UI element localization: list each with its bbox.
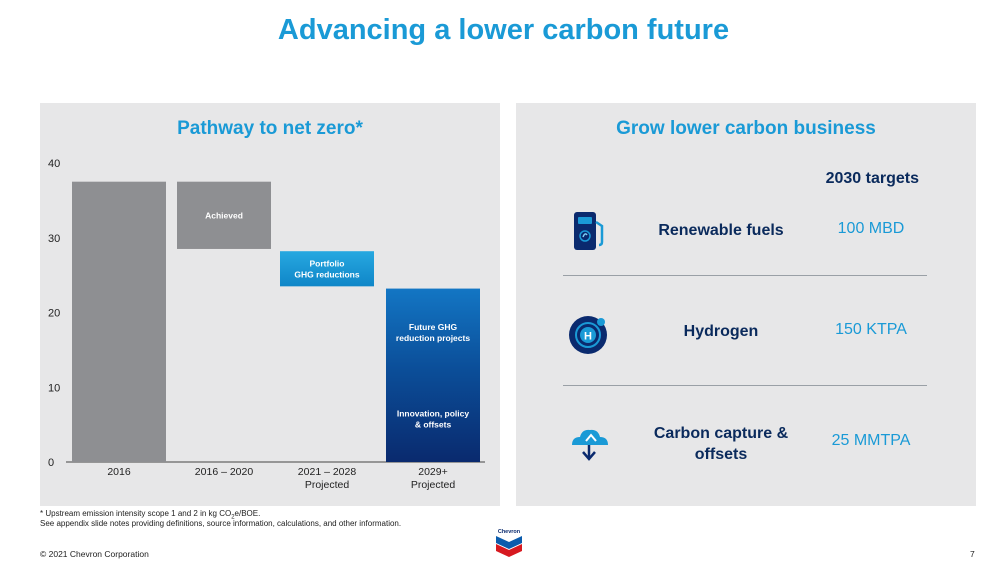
- svg-text:H: H: [584, 331, 592, 343]
- x-category-label: 2016: [107, 466, 131, 478]
- footnote-2: See appendix slide notes providing defin…: [40, 519, 402, 528]
- x-category-label: Projected: [305, 479, 350, 491]
- x-category-label: Projected: [411, 479, 456, 491]
- y-tick-label: 20: [48, 308, 60, 320]
- divider: [563, 275, 927, 276]
- bar-segment: [72, 181, 166, 462]
- bar-segment-label: GHG reductions: [294, 269, 359, 279]
- row-value-renewable-fuels: 100 MBD: [837, 220, 905, 237]
- targets-header: 2030 targets: [825, 170, 919, 187]
- y-tick-label: 10: [48, 382, 60, 394]
- bar-segment-label: Portfolio: [310, 258, 345, 268]
- row-name-carbon-capture: Carbon capture & offsets: [636, 423, 806, 465]
- lower-carbon-title: Grow lower carbon business: [616, 118, 876, 139]
- row-name-hydrogen: Hydrogen: [683, 323, 759, 340]
- bar-segment-label: Innovation, policy: [397, 409, 470, 419]
- footnote-1-sub: 2: [231, 514, 235, 521]
- bar-segment-label: & offsets: [415, 420, 452, 430]
- chevron-logo: Chevron: [492, 527, 526, 564]
- pathway-chart: 0 10 20 30 40 2016 Achieved 2016 – 2020 Portfoli…: [48, 158, 485, 491]
- footnote-1: * Upstream emission intensity scope 1 an…: [40, 509, 260, 521]
- bar-segment-label: reduction projects: [396, 333, 470, 343]
- x-category-label: 2021 – 2028: [298, 466, 357, 478]
- y-tick-label: 0: [48, 457, 54, 469]
- footnote-1-prefix: * Upstream emission intensity scope 1 an…: [40, 509, 232, 518]
- hydrogen-icon: H: [566, 311, 612, 357]
- lower-carbon-panel: Grow lower carbon business 2030 targets …: [516, 103, 976, 506]
- target-row-renewable-fuels: Renewable fuels 100 MBD: [516, 190, 976, 270]
- logo-text: Chevron: [498, 529, 521, 535]
- copyright: © 2021 Chevron Corporation: [40, 549, 149, 559]
- bar-segment: [177, 181, 271, 249]
- target-row-carbon-capture: Carbon capture & offsets 25 MMTPA: [516, 401, 976, 481]
- row-name-line: offsets: [694, 446, 748, 463]
- footnote-1-suffix: e/BOE.: [234, 509, 261, 518]
- y-tick-label: 40: [48, 158, 60, 170]
- bar-segment-label: Achieved: [205, 210, 243, 220]
- pathway-panel: Pathway to net zero* 0 10 20 30 40 2016 Achiev…: [40, 103, 500, 506]
- carbon-capture-icon: [566, 419, 612, 465]
- bar-2029-projected: [386, 288, 480, 462]
- bar-segment-label: Future GHG: [409, 322, 458, 332]
- x-category-label: 2029+: [418, 466, 448, 478]
- bar-segment: [280, 251, 374, 287]
- y-tick-label: 30: [48, 233, 60, 245]
- target-row-hydrogen: H Hydrogen 150 KTPA: [516, 293, 976, 373]
- row-name-renewable-fuels: Renewable fuels: [658, 222, 784, 239]
- fuel-pump-icon: [566, 208, 612, 254]
- divider: [563, 385, 927, 386]
- row-name-line: Carbon capture &: [653, 425, 789, 442]
- page-number: 7: [970, 549, 975, 559]
- slide-title: Advancing a lower carbon future: [277, 14, 730, 46]
- row-value-hydrogen: 150 KTPA: [835, 321, 907, 338]
- row-value-carbon-capture: 25 MMTPA: [831, 432, 911, 449]
- pathway-title: Pathway to net zero*: [177, 118, 363, 139]
- x-category-label: 2016 – 2020: [195, 466, 254, 478]
